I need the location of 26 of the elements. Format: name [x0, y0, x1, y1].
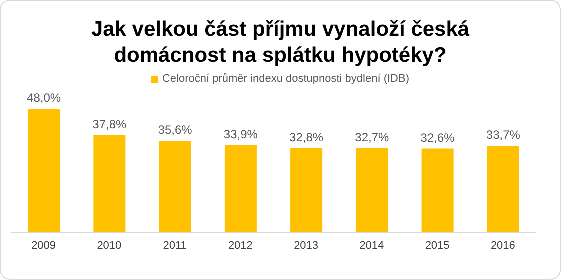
data-label: 35,6% — [158, 123, 193, 138]
bar — [159, 141, 192, 233]
data-label: 32,6% — [420, 130, 456, 145]
x-tick-label: 2010 — [97, 240, 122, 252]
x-tick-label: 2009 — [32, 240, 56, 252]
x-tick-label: 2013 — [294, 240, 319, 252]
bar — [224, 145, 257, 233]
data-label: 33,7% — [486, 128, 521, 142]
bar — [356, 148, 388, 233]
x-tick-label: 2014 — [360, 240, 384, 252]
bar — [487, 146, 520, 233]
data-label: 32,7% — [355, 130, 390, 145]
bar — [422, 148, 454, 233]
data-label: 37,8% — [92, 117, 128, 132]
x-tick-label: 2016 — [490, 240, 516, 252]
x-tick-label: 2012 — [228, 240, 253, 252]
bar — [94, 135, 126, 233]
data-label: 48,0% — [27, 91, 62, 105]
bar — [290, 148, 323, 233]
data-label: 33,9% — [224, 127, 258, 142]
bar — [28, 109, 60, 233]
chart-title: Jak velkou část příjmu vynaloží česká domácnost na splátku hypotéky? — [90, 17, 471, 69]
x-tick-label: 2011 — [163, 240, 187, 252]
x-tick-label: 2015 — [425, 240, 450, 252]
legend-label: Celoroční průměr indexu dostupnosti bydlení (IDB) — [162, 73, 410, 85]
data-label: 32,8% — [290, 130, 324, 144]
